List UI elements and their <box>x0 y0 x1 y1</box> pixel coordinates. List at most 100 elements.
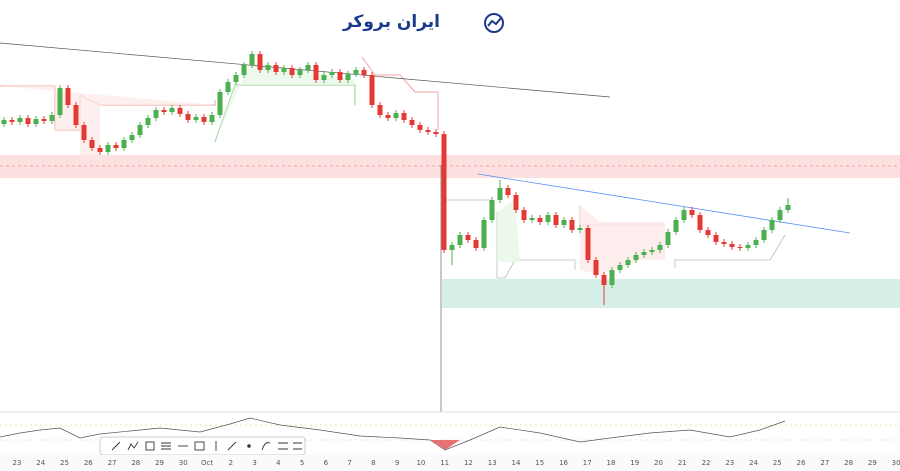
x-tick-label: 6 <box>324 459 329 467</box>
candle-body <box>305 65 311 70</box>
x-tick-label: 29 <box>155 459 164 467</box>
candle-body <box>289 68 295 75</box>
x-tick-label: 8 <box>371 459 375 467</box>
candle-body <box>233 75 239 82</box>
candle-body <box>201 117 207 122</box>
candle-body <box>449 245 455 250</box>
x-tick-label: 9 <box>395 459 399 467</box>
candle-body <box>401 113 407 120</box>
candle-body <box>193 117 199 120</box>
candle-body <box>625 260 631 265</box>
candle-body <box>89 140 95 148</box>
x-tick-label: 20 <box>654 459 663 467</box>
x-tick-label: 30 <box>179 459 188 467</box>
candle-body <box>257 54 263 70</box>
x-tick-label: 25 <box>773 459 782 467</box>
candle-body <box>281 68 287 72</box>
candle-body <box>49 115 55 121</box>
supertrend-red <box>361 56 439 130</box>
candle-body <box>705 230 711 235</box>
x-tick-label: 4 <box>276 459 281 467</box>
candle-body <box>617 265 623 270</box>
candle-body <box>241 65 247 75</box>
candle-body <box>569 220 575 230</box>
candle-body <box>217 92 223 115</box>
candle-body <box>585 228 591 260</box>
trend-line <box>0 42 611 98</box>
x-tick-label: 18 <box>607 459 616 467</box>
candle-body <box>561 220 567 225</box>
candle-body <box>465 235 471 240</box>
x-tick-label: 16 <box>559 459 568 467</box>
x-tick-label: 29 <box>868 459 877 467</box>
candle-body <box>337 72 343 80</box>
x-tick-label: 19 <box>630 459 639 467</box>
candle-body <box>377 105 383 115</box>
x-tick-label: 27 <box>820 459 829 467</box>
x-tick-label: 11 <box>440 459 449 467</box>
candle-body <box>169 108 175 112</box>
candle-body <box>137 125 143 135</box>
oscillator <box>0 417 786 451</box>
candle-body <box>537 218 543 222</box>
oscillator-fill <box>430 440 460 450</box>
candle-body <box>225 82 231 92</box>
candle-body <box>329 72 335 75</box>
x-axis: 23 24 25 26 27 28 29 30 Oct 2 3 4 5 6 7 8 9 10 11 12 13 14 15 1… <box>13 459 900 467</box>
candle-body <box>553 215 559 225</box>
x-tick-label: Oct <box>201 459 213 467</box>
candle-body <box>729 244 735 247</box>
candle-body <box>121 140 127 148</box>
candle-body <box>105 145 111 152</box>
candle-body <box>33 119 39 124</box>
candle-body <box>633 255 639 260</box>
candle-body <box>369 75 375 105</box>
x-tick-label: 13 <box>488 459 497 467</box>
supertrend-fill <box>580 205 665 275</box>
x-tick-label: 12 <box>464 459 473 467</box>
candle-body <box>81 125 87 140</box>
candle-body <box>25 118 31 124</box>
support-zone <box>442 279 900 308</box>
candle-body <box>393 113 399 118</box>
candle-body <box>9 120 15 122</box>
candle-body <box>753 240 759 245</box>
brand-icon <box>487 17 502 27</box>
candle-body <box>321 75 327 80</box>
candle-body <box>113 145 119 148</box>
candle-body <box>481 220 487 248</box>
brand-name: ایران بروکر <box>342 12 440 32</box>
x-tick-label: 24 <box>749 459 758 467</box>
x-tick-label: 14 <box>511 459 520 467</box>
x-tick-label: 21 <box>678 459 687 467</box>
x-tick-label: 26 <box>797 459 806 467</box>
candle-body <box>777 210 783 220</box>
candle-body <box>97 148 103 152</box>
x-tick-label: 26 <box>84 459 93 467</box>
brand-icon <box>484 13 504 33</box>
candle-body <box>313 65 319 80</box>
candle-body <box>73 105 79 125</box>
candle-body <box>145 118 151 125</box>
x-tick-label: 7 <box>347 459 351 467</box>
x-tick-label: 28 <box>131 459 140 467</box>
candle-body <box>609 270 615 285</box>
candle-body <box>721 242 727 244</box>
candle-body <box>529 218 535 220</box>
x-tick-label: 15 <box>535 459 544 467</box>
candle-body <box>593 260 599 275</box>
x-tick-label: 3 <box>252 459 256 467</box>
candle-body <box>425 130 431 132</box>
candle-body <box>185 114 191 120</box>
x-tick-label: 17 <box>583 459 592 467</box>
x-tick-label: 23 <box>725 459 734 467</box>
x-tick-label: 25 <box>60 459 69 467</box>
drawing-toolbar[interactable] <box>99 436 306 456</box>
candle-body <box>473 240 479 248</box>
candle-body <box>249 54 255 65</box>
candle-body <box>161 110 167 112</box>
supertrend-fill <box>215 62 355 142</box>
x-tick-label: 2 <box>229 459 233 467</box>
candle-body <box>649 250 655 252</box>
